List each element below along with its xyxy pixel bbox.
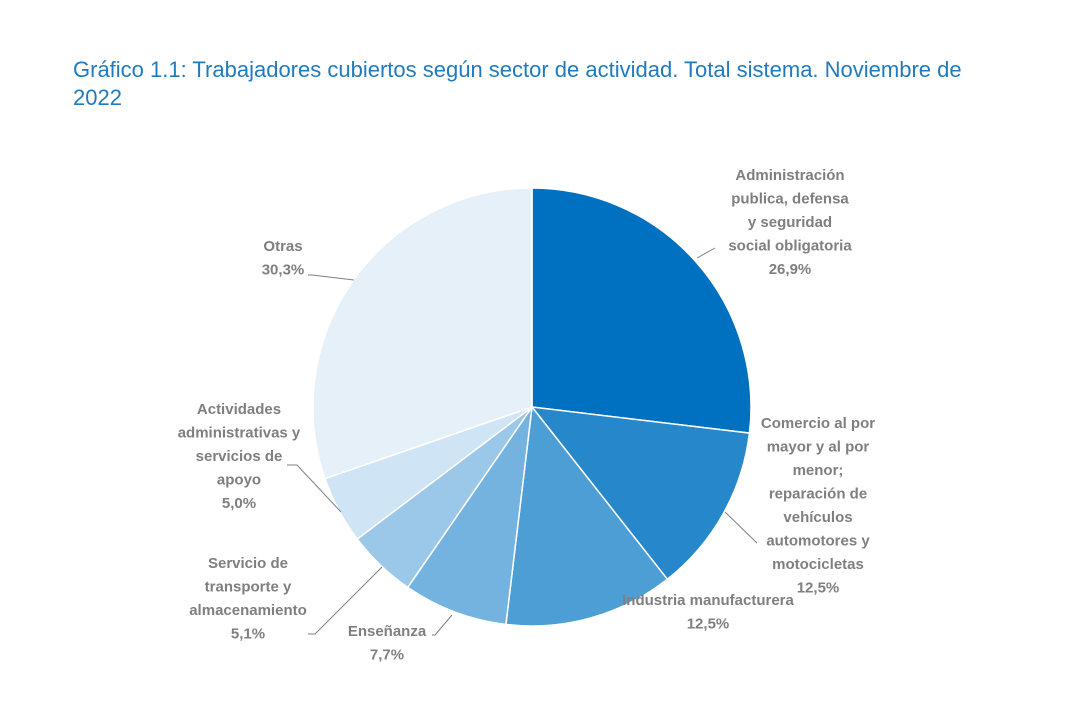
- data-label: Actividades administrativas y servicios de…: [178, 401, 301, 512]
- data-label-text: publica, defensa: [731, 191, 849, 208]
- data-label: Industria manufacturera 12,5%: [622, 592, 794, 633]
- data-label-text: social obligatoria: [728, 238, 852, 255]
- data-label-value: 5,1%: [231, 626, 265, 643]
- pie-slice: [530, 406, 751, 581]
- leader-line: [287, 464, 342, 513]
- data-label-value: 26,9%: [769, 261, 812, 278]
- leader-line: [308, 566, 383, 635]
- chart-title: Gráfico 1.1: Trabajadores cubiertos segú…: [73, 57, 962, 110]
- leader-line: [724, 511, 758, 544]
- data-label-text: motocicletas: [772, 556, 864, 573]
- data-label: Otras 30,3%: [262, 238, 305, 279]
- data-label-text: y seguridad: [748, 214, 832, 231]
- data-label-text: mayor y al por: [767, 439, 870, 456]
- data-label-value: 12,5%: [797, 580, 840, 597]
- leader-line: [696, 247, 716, 259]
- data-label-text: Industria manufacturera: [622, 592, 794, 609]
- data-label-text: almacenamiento: [189, 602, 307, 619]
- pie-slice: [505, 405, 669, 627]
- data-label: Enseñanza 7,7%: [348, 623, 427, 664]
- data-label-text: Comercio al por: [761, 415, 875, 432]
- data-label-text: administrativas y: [178, 425, 301, 442]
- data-label-text: Servicio de: [208, 555, 288, 572]
- leader-line: [432, 614, 453, 636]
- data-label-text: automotores y: [766, 533, 870, 550]
- data-label-value: 7,7%: [370, 647, 404, 664]
- pie-slice: [406, 406, 533, 626]
- data-label-text: Otras: [263, 238, 302, 255]
- data-label-value: 30,3%: [262, 262, 305, 279]
- data-label: Comercio al por mayor y al por menor; repar…: [761, 415, 875, 597]
- pie-slices: [312, 187, 752, 627]
- data-label-text: Actividades: [197, 401, 281, 418]
- data-label-text: apoyo: [217, 472, 261, 489]
- pie-slice: [531, 187, 752, 434]
- data-label-value: 12,5%: [687, 616, 730, 633]
- data-label-text: transporte y: [205, 579, 292, 596]
- data-label-text: Administración: [735, 167, 844, 184]
- data-label-text: vehículos: [783, 509, 852, 526]
- data-label-text: servicios de: [196, 448, 283, 465]
- data-label-text: Enseñanza: [348, 623, 427, 640]
- data-label: Servicio de transporte y almacenamiento 5,1…: [189, 555, 307, 643]
- leader-line: [308, 274, 355, 281]
- data-label-text: reparación de: [769, 486, 867, 503]
- data-label-value: 5,0%: [222, 495, 256, 512]
- data-label: Administración publica, defensa y segurida…: [728, 167, 852, 278]
- data-label-text: menor;: [793, 462, 844, 479]
